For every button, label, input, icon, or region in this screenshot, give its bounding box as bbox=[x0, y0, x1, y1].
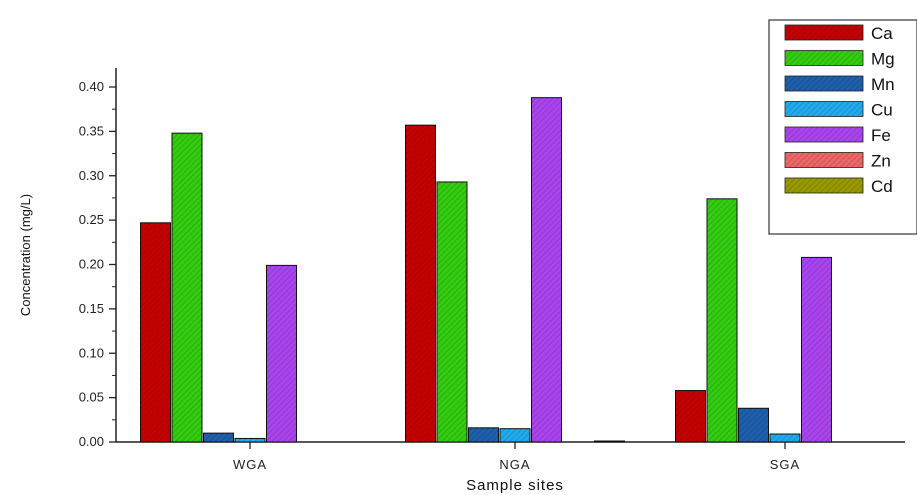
x-ticks: WGA NGA SGA bbox=[233, 442, 800, 472]
legend-swatch-hatch bbox=[785, 76, 863, 91]
y-tick-label: 0.25 bbox=[79, 212, 104, 227]
bar-hatch bbox=[235, 438, 265, 442]
legend: Ca Mg Mn Cu Fe Zn Cd bbox=[768, 19, 917, 235]
bar-hatch bbox=[531, 97, 562, 443]
plot-area: 0.00 0.05 0.10 0.15 0.20 0.25 0.30 0.35 0.40 WGA… bbox=[79, 68, 905, 472]
bar-hatch bbox=[172, 133, 202, 442]
bar bbox=[738, 407, 769, 443]
x-tick-label: NGA bbox=[499, 457, 530, 472]
legend-label: Fe bbox=[871, 126, 891, 145]
bar-hatch bbox=[203, 433, 234, 442]
bar bbox=[171, 132, 203, 443]
legend-label: Mn bbox=[871, 75, 895, 94]
bar bbox=[140, 222, 171, 443]
bar-hatch bbox=[675, 390, 706, 442]
bar bbox=[801, 256, 832, 443]
bar-hatch bbox=[801, 257, 832, 442]
y-tick-label: 0.35 bbox=[79, 123, 104, 138]
y-tick-label: 0.00 bbox=[79, 434, 104, 449]
bar-hatch bbox=[437, 181, 467, 442]
bar-hatch bbox=[770, 434, 800, 442]
bar bbox=[203, 432, 234, 443]
y-tick-label: 0.10 bbox=[79, 345, 104, 360]
bar bbox=[266, 264, 297, 443]
x-tick-label: SGA bbox=[770, 457, 800, 472]
legend-swatch-hatch bbox=[785, 50, 863, 66]
bar bbox=[706, 198, 738, 443]
x-axis-title: Sample sites bbox=[466, 477, 564, 494]
bar-hatch bbox=[140, 222, 171, 442]
y-tick-label: 0.40 bbox=[79, 79, 104, 94]
bar bbox=[531, 97, 562, 443]
bar-hatch bbox=[738, 408, 769, 442]
y-tick-label: 0.20 bbox=[79, 257, 104, 272]
legend-label: Ca bbox=[871, 24, 893, 43]
bar bbox=[436, 181, 468, 443]
x-tick-label: WGA bbox=[233, 457, 267, 472]
legend-label: Cd bbox=[871, 177, 893, 196]
bar-hatch bbox=[594, 441, 625, 442]
y-ticks: 0.00 0.05 0.10 0.15 0.20 0.25 0.30 0.35 0.40 bbox=[79, 79, 116, 449]
legend-swatch-hatch bbox=[785, 25, 863, 40]
bar bbox=[769, 433, 801, 443]
bars bbox=[140, 97, 832, 443]
y-tick-label: 0.30 bbox=[79, 168, 104, 183]
bar-hatch bbox=[266, 265, 297, 442]
bar-hatch bbox=[468, 427, 499, 442]
bar-hatch bbox=[500, 428, 530, 442]
y-tick-label: 0.15 bbox=[79, 301, 104, 316]
legend-label: Zn bbox=[871, 152, 891, 171]
legend-swatch-hatch bbox=[785, 152, 863, 168]
legend-swatch-hatch bbox=[785, 101, 863, 117]
legend-items: Ca Mg Mn Cu Fe Zn Cd bbox=[784, 24, 895, 196]
legend-swatch-hatch bbox=[785, 127, 863, 142]
legend-label: Cu bbox=[871, 101, 893, 120]
bar bbox=[405, 124, 436, 443]
bar bbox=[234, 437, 266, 443]
bar bbox=[675, 390, 706, 443]
bar-hatch bbox=[707, 198, 737, 442]
y-tick-label: 0.05 bbox=[79, 390, 104, 405]
bar bbox=[594, 440, 625, 443]
legend-swatch-hatch bbox=[785, 178, 863, 193]
bar bbox=[499, 428, 531, 443]
bar-hatch bbox=[405, 125, 436, 442]
bar bbox=[468, 427, 499, 443]
y-axis-title: Concentration (mg/L) bbox=[18, 194, 33, 316]
legend-label: Mg bbox=[871, 50, 895, 69]
